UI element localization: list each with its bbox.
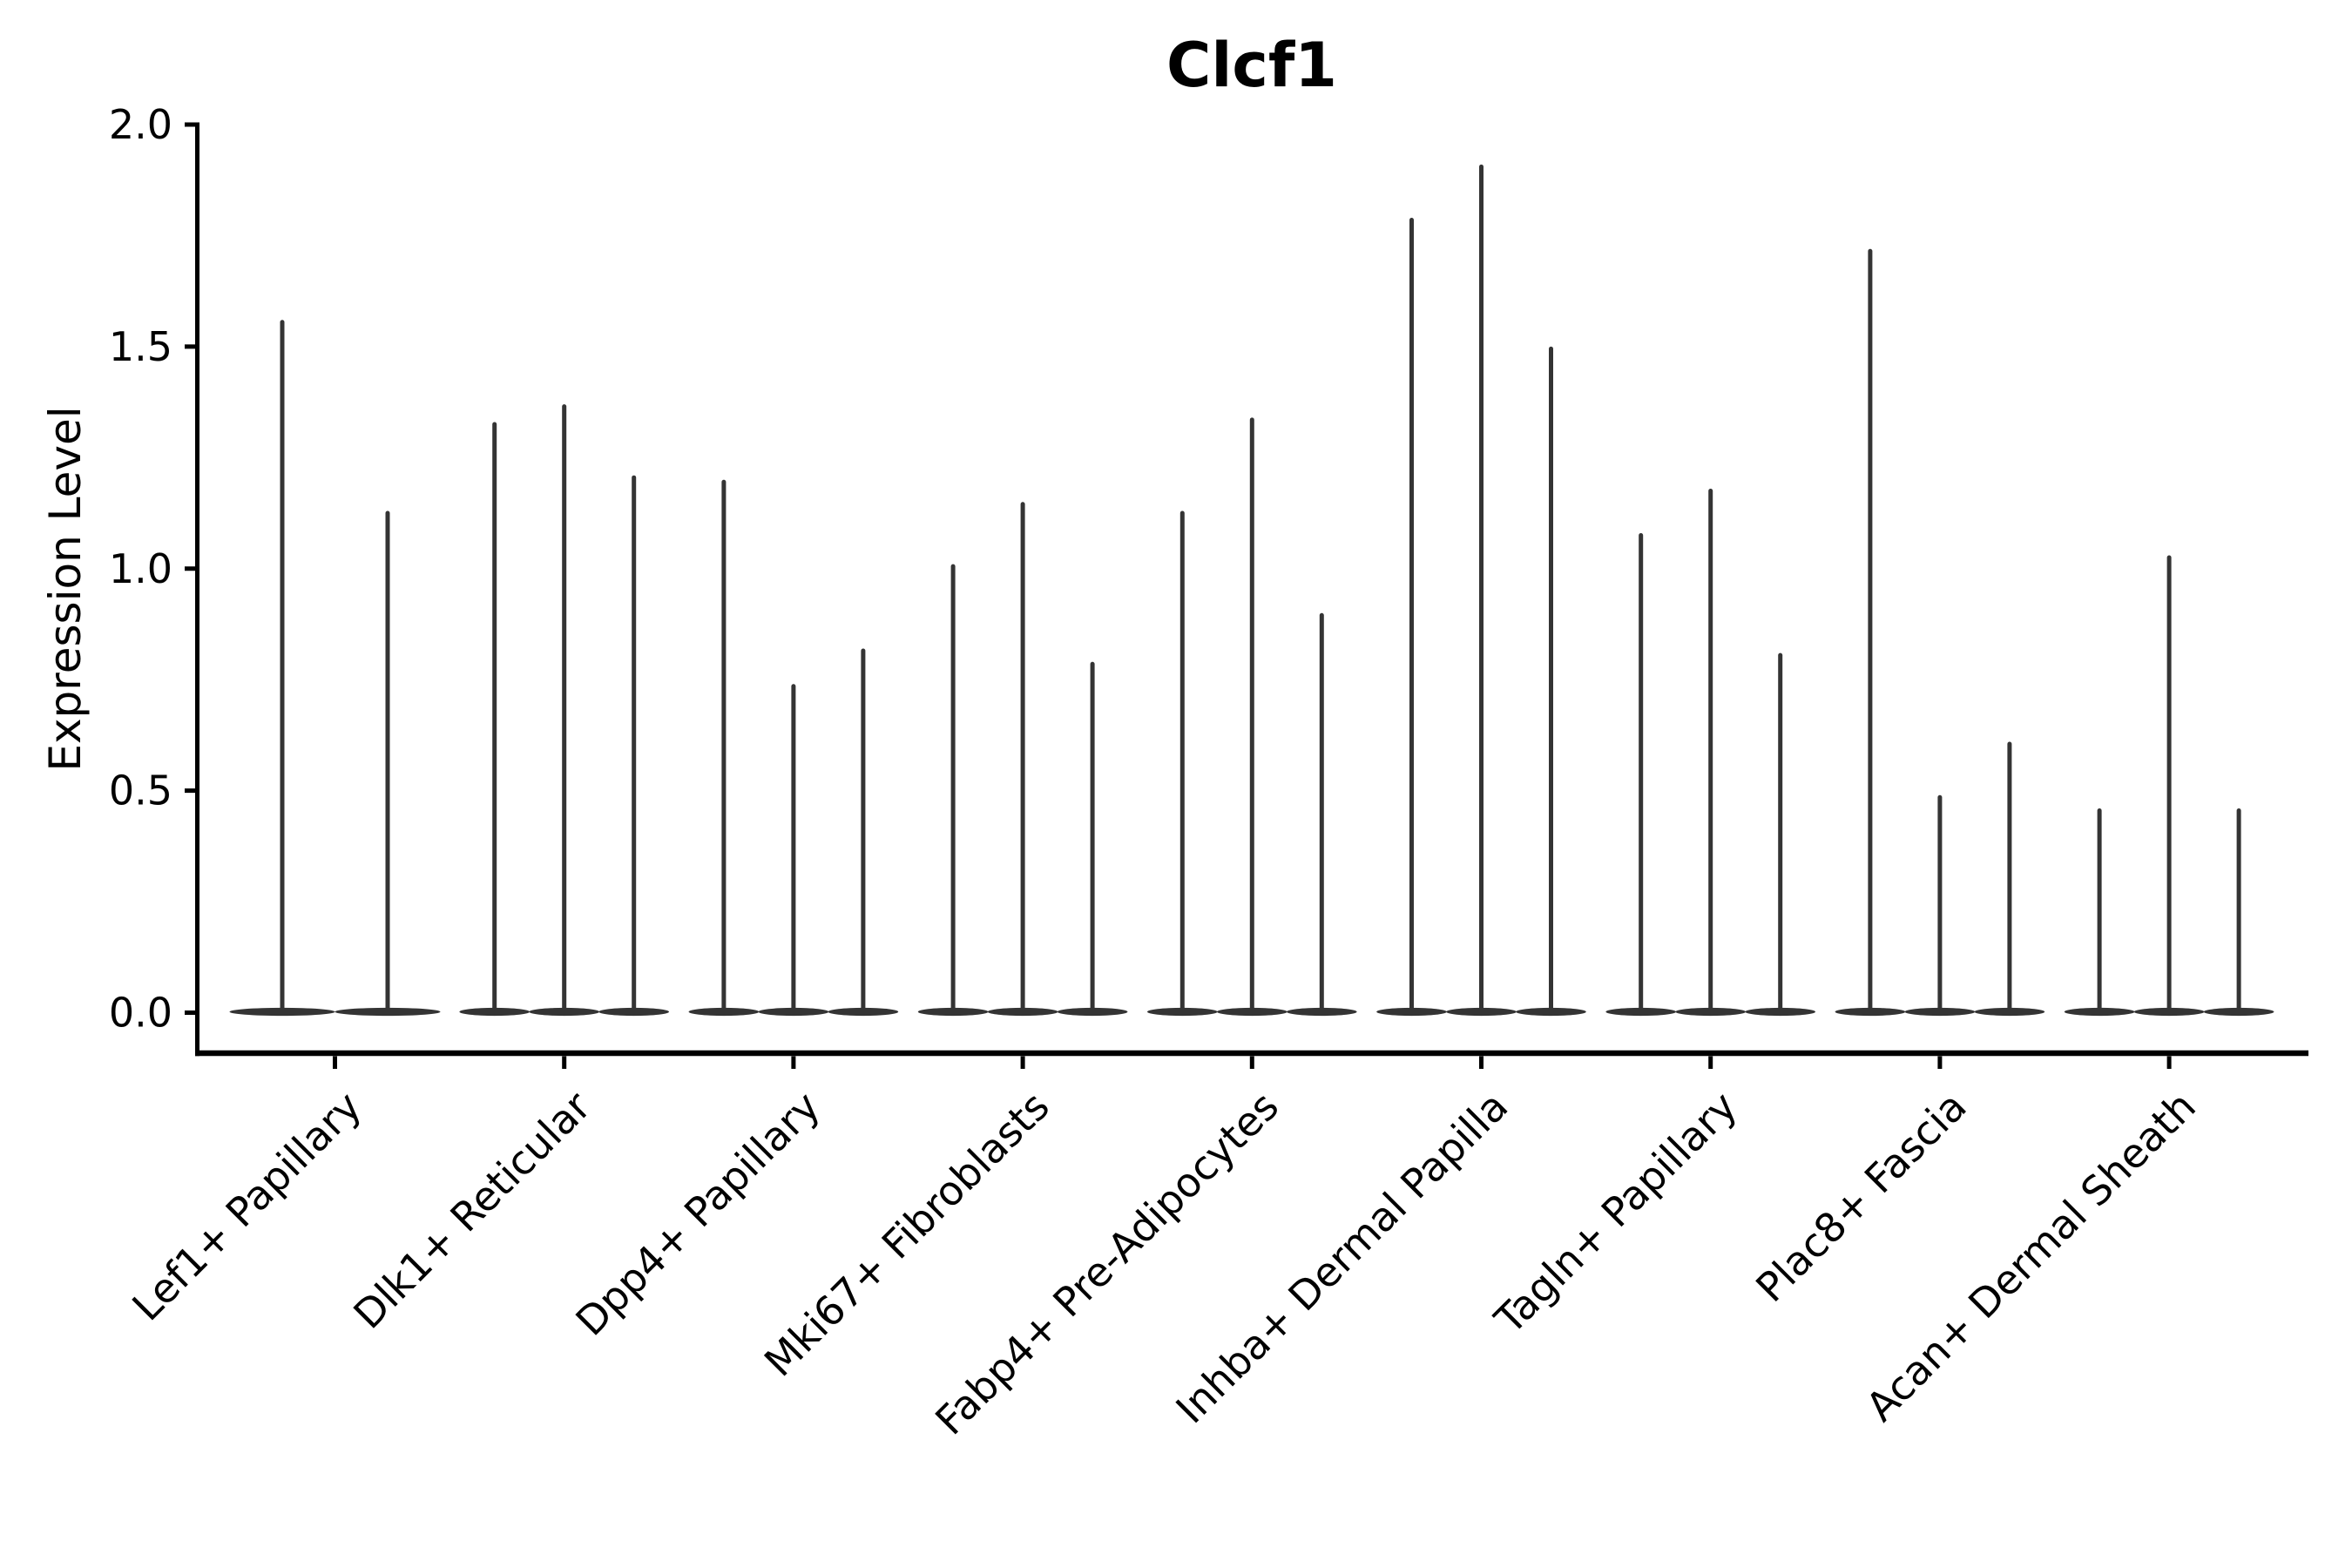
violin-base bbox=[229, 1007, 335, 1017]
violin-base bbox=[459, 1007, 530, 1017]
violin-base bbox=[1057, 1007, 1128, 1017]
violin-base bbox=[2133, 1007, 2205, 1017]
violin-spike bbox=[1937, 794, 1943, 1014]
violin-spike bbox=[632, 475, 637, 1014]
violin-spike bbox=[385, 510, 390, 1014]
x-tick-label: Tagln+ Papillary bbox=[1485, 1083, 1747, 1344]
violin-base bbox=[1287, 1007, 1357, 1017]
violin-base bbox=[688, 1007, 760, 1017]
violin-spike bbox=[562, 404, 567, 1014]
violin-spike bbox=[492, 422, 497, 1014]
violin-base bbox=[1147, 1007, 1218, 1017]
violin-base bbox=[1516, 1007, 1586, 1017]
chart-title: Clcf1 bbox=[1166, 30, 1337, 101]
y-tick-label: 0.0 bbox=[109, 990, 172, 1037]
violin-base bbox=[1605, 1007, 1676, 1017]
x-tick-label: Dpp4+ Papillary bbox=[566, 1083, 828, 1345]
violin-base bbox=[529, 1007, 599, 1017]
violin-spike bbox=[1778, 652, 1783, 1014]
violin-base bbox=[1835, 1007, 1906, 1017]
violin-spike bbox=[1549, 346, 1553, 1014]
violin-spike bbox=[1020, 502, 1025, 1014]
x-tick-label: Plac8+ Fascia bbox=[1747, 1083, 1975, 1311]
y-tick-label: 2.0 bbox=[109, 101, 172, 148]
violin-base bbox=[598, 1007, 669, 1017]
violin-base bbox=[1904, 1007, 1976, 1017]
violin-spike bbox=[1479, 164, 1484, 1014]
violin-base bbox=[1745, 1007, 1815, 1017]
violin-spike bbox=[791, 684, 796, 1014]
y-axis-label: Expression Level bbox=[40, 406, 91, 771]
x-tick-label: Lef1+ Papillary bbox=[123, 1083, 370, 1330]
violin-base bbox=[2064, 1007, 2135, 1017]
violin-base bbox=[335, 1007, 441, 1017]
violin-spike bbox=[2166, 555, 2172, 1014]
violin-spike bbox=[1319, 612, 1324, 1014]
violins bbox=[229, 164, 2274, 1017]
violin-spike bbox=[1639, 532, 1644, 1014]
violin-spike bbox=[1179, 510, 1185, 1014]
violin-spike bbox=[1708, 488, 1713, 1014]
violin-spike bbox=[1409, 218, 1414, 1014]
violin-base bbox=[917, 1007, 989, 1017]
violin-base bbox=[1974, 1007, 2045, 1017]
violin-base bbox=[1217, 1007, 1288, 1017]
violin-spike bbox=[1249, 417, 1254, 1014]
y-tick-label: 1.0 bbox=[109, 545, 172, 592]
y-tick-label: 1.5 bbox=[109, 323, 172, 370]
violin-base bbox=[1675, 1007, 1746, 1017]
violin-spike bbox=[2097, 808, 2102, 1014]
violin-base bbox=[1376, 1007, 1447, 1017]
violin-spike bbox=[2236, 808, 2241, 1014]
violin-spike bbox=[280, 320, 285, 1014]
violin-base bbox=[1446, 1007, 1517, 1017]
violin-base bbox=[987, 1007, 1058, 1017]
violin-spike bbox=[721, 479, 727, 1014]
violin-spike bbox=[1090, 661, 1095, 1014]
y-tick-label: 0.5 bbox=[109, 767, 172, 814]
violin-spike bbox=[950, 564, 956, 1014]
violin-base bbox=[758, 1007, 829, 1017]
violin-base bbox=[828, 1007, 899, 1017]
violin-base bbox=[2203, 1007, 2274, 1017]
violin-spike bbox=[1868, 248, 1873, 1014]
x-tick-label: Dlk1+ Reticular bbox=[344, 1083, 599, 1338]
violin-spike bbox=[2007, 741, 2012, 1014]
violin-spike bbox=[861, 648, 866, 1014]
